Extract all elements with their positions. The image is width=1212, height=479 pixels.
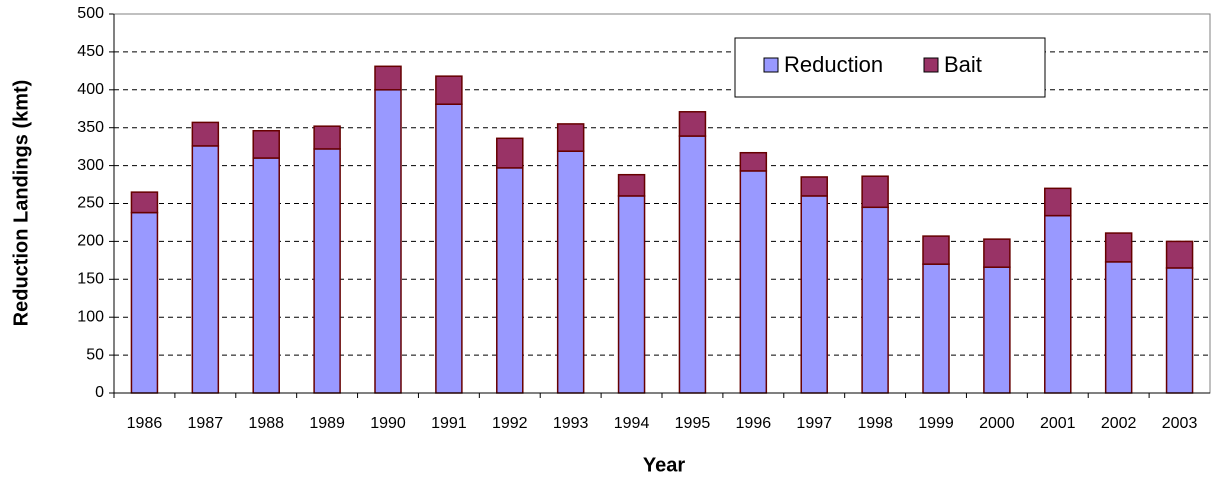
x-tick-label: 1987	[188, 415, 224, 432]
bar-segment	[1044, 214, 1072, 394]
bar-segment	[496, 137, 524, 169]
x-tick-label: 1999	[918, 415, 954, 432]
bar-segment	[313, 148, 341, 394]
x-tick-label: 1992	[492, 415, 528, 432]
bar-segment	[1165, 267, 1194, 394]
y-tick-label: 350	[77, 119, 104, 136]
bar-segment	[678, 135, 707, 394]
x-tick-label: 2000	[979, 415, 1015, 432]
x-tick-label: 1990	[370, 415, 406, 432]
bar-segment	[252, 129, 280, 159]
x-tick-label: 1989	[309, 415, 345, 432]
y-tick-label: 450	[77, 43, 104, 60]
bar-segment	[800, 195, 828, 394]
bar-segment	[983, 238, 1011, 268]
bar-segment	[435, 75, 463, 105]
y-tick-label: 0	[95, 384, 104, 401]
x-tick-label: 2003	[1162, 415, 1198, 432]
x-tick-label: 1998	[857, 415, 893, 432]
x-tick-label: 1996	[736, 415, 772, 432]
bar-segment	[800, 176, 828, 197]
x-tick-label: 1994	[614, 415, 650, 432]
bar-segment	[556, 123, 585, 152]
bar-segment	[252, 157, 280, 394]
x-tick-label: 1997	[796, 415, 832, 432]
legend-swatch	[923, 57, 939, 73]
bar-segment	[983, 266, 1011, 394]
bar-segment	[861, 206, 889, 394]
bar-segment	[1104, 261, 1133, 394]
bar-segment	[130, 211, 159, 394]
bar-segment	[191, 121, 220, 147]
legend-label: Reduction	[784, 52, 883, 77]
x-tick-label: 1988	[248, 415, 284, 432]
bar-segment	[922, 263, 950, 394]
x-tick-label: 1991	[431, 415, 467, 432]
bar-segment	[678, 111, 707, 137]
bar-segment	[1044, 187, 1072, 217]
y-tick-label: 400	[77, 81, 104, 98]
x-tick-label: 2001	[1040, 415, 1076, 432]
bar-segment	[739, 151, 768, 172]
x-tick-label: 2002	[1101, 415, 1137, 432]
x-tick-label: 1995	[675, 415, 711, 432]
bar-segment	[922, 235, 950, 265]
bar-segment	[313, 125, 341, 150]
bar-segment	[617, 173, 646, 197]
bar-segment	[861, 175, 889, 209]
y-tick-label: 50	[86, 346, 104, 363]
legend-swatch	[763, 57, 779, 73]
bar-segment	[130, 191, 159, 214]
legend-label: Bait	[944, 52, 982, 77]
bar-segment	[1165, 240, 1194, 269]
bar-segment	[374, 65, 402, 91]
bar-segment	[191, 145, 220, 394]
y-tick-label: 200	[77, 233, 104, 250]
x-tick-label: 1993	[553, 415, 589, 432]
y-tick-label: 300	[77, 157, 104, 174]
bar-segment	[496, 167, 524, 394]
bar-segment	[435, 103, 463, 394]
y-tick-label: 150	[77, 271, 104, 288]
x-axis-title: Year	[643, 454, 685, 476]
bar-segment	[556, 150, 585, 394]
bar-segment	[739, 170, 768, 394]
bar-segment	[1104, 232, 1133, 263]
y-tick-label: 250	[77, 195, 104, 212]
y-tick-label: 500	[77, 5, 104, 22]
x-tick-label: 1986	[127, 415, 163, 432]
bar-segment	[617, 195, 646, 394]
y-axis-title: Reduction Landings (kmt)	[10, 80, 32, 327]
bar-segment	[374, 89, 402, 394]
y-tick-label: 100	[77, 308, 104, 325]
legend-box	[734, 37, 1046, 98]
